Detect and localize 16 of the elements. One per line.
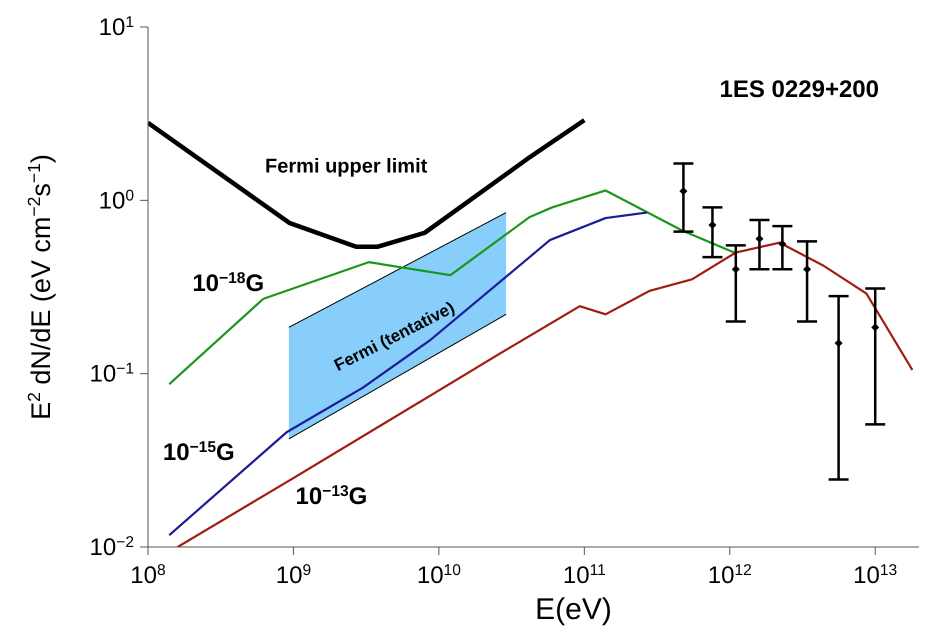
x-tick-label: 10$^{10}$ <box>416 562 462 589</box>
x-axis-title: E(eV) <box>535 593 612 626</box>
series-label: Fermi upper limit <box>265 156 428 178</box>
y-tick-label: 10$^{0}$ <box>98 186 134 214</box>
x-tick-label: 10$^{13}$ <box>853 562 898 589</box>
x-tick-label: 10$^{9}$ <box>276 562 312 589</box>
x-tick-label: 10$^{8}$ <box>130 562 166 589</box>
text: 1ES 0229+200 <box>720 76 879 103</box>
series-label: 10$^{−13}$G <box>296 482 368 510</box>
y-tick-label: 10$^{1}$ <box>98 14 134 41</box>
series-label: 10$^{−15}$G <box>162 438 235 466</box>
x-tick-label: 10$^{11}$ <box>562 562 606 589</box>
series-label: 10$^{−18}$G <box>192 269 264 297</box>
y-tick-label: 10$^{−1}$ <box>90 360 134 388</box>
x-tick-label: 10$^{12}$ <box>708 562 752 589</box>
y-tick-label: 10$^{−2}$ <box>90 534 134 561</box>
